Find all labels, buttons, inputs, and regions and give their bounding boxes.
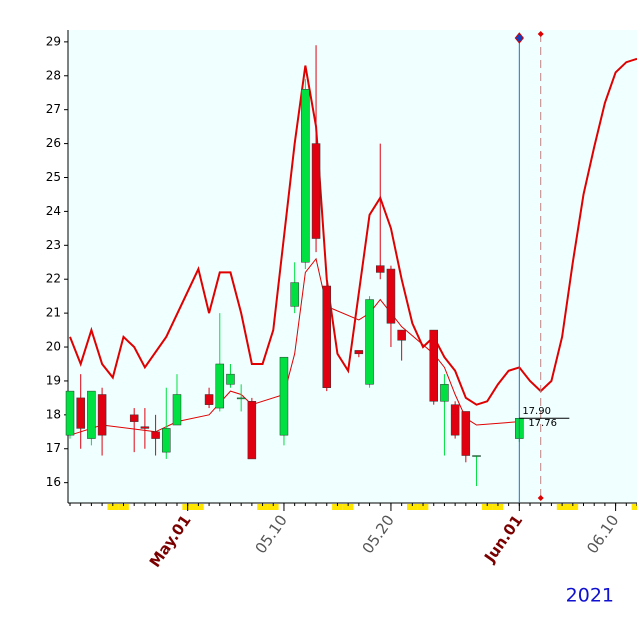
y-tick-label: 16 [46, 475, 61, 489]
candle-body [397, 329, 406, 341]
candle-body [386, 268, 396, 324]
y-tick-label: 26 [46, 136, 61, 150]
candle-body [204, 394, 214, 405]
y-tick-label: 20 [46, 340, 61, 354]
y-tick-label: 29 [46, 34, 61, 48]
y-tick-label: 21 [46, 306, 61, 320]
candle-body [375, 265, 385, 273]
candle-body [172, 394, 182, 426]
candle-body [65, 390, 75, 436]
weekend-marker [492, 504, 504, 510]
candle-body [129, 414, 139, 422]
y-tick-label: 28 [46, 68, 61, 82]
weekend-marker [267, 504, 279, 510]
weekend-marker [257, 504, 268, 510]
candle-body [140, 426, 150, 429]
candle-body [97, 394, 107, 436]
weekend-marker [193, 504, 204, 510]
price-label: 17.76 [528, 418, 557, 429]
price-label: 17.90 [522, 406, 551, 417]
y-tick-label: 24 [46, 204, 61, 218]
cursor-marker [514, 32, 524, 44]
cursor-marker [537, 495, 544, 501]
x-tick-label: May.01 [146, 512, 195, 571]
cursor-marker [537, 31, 544, 37]
candle-body [301, 89, 310, 263]
weekend-marker [332, 504, 343, 510]
candle-body [247, 401, 257, 460]
weekend-marker [342, 504, 354, 510]
candle-body [322, 285, 332, 388]
y-tick-label: 17 [46, 441, 61, 455]
year-label: 2021 [566, 585, 614, 607]
weekend-marker [107, 504, 119, 510]
candle-body [87, 390, 96, 439]
y-tick-label: 22 [46, 272, 61, 286]
plot-area [68, 30, 637, 503]
candle-body [151, 431, 160, 439]
weekend-marker [567, 504, 579, 510]
candle-body [365, 299, 374, 385]
x-tick-label: 06.10 [583, 512, 622, 558]
weekend-marker [406, 504, 418, 510]
candle-body [429, 329, 438, 402]
candle-body [440, 384, 449, 402]
x-tick-label: 05.10 [252, 512, 291, 558]
y-tick-label: 27 [46, 102, 61, 116]
y-tick-label: 23 [46, 238, 61, 252]
weekend-marker [118, 504, 129, 510]
candle-body [450, 404, 460, 436]
candle-body [354, 350, 364, 355]
candle-body [226, 373, 235, 385]
weekend-marker [556, 504, 568, 510]
candle-body [279, 356, 289, 436]
y-tick-label: 18 [46, 407, 61, 421]
candle-body [472, 455, 481, 457]
weekend-marker [481, 504, 493, 510]
candle-body [236, 397, 246, 400]
weekend-marker [631, 504, 637, 510]
candle-body [162, 428, 171, 453]
candle-body [461, 411, 471, 456]
candle-body [215, 363, 225, 409]
y-tick-label: 19 [46, 373, 61, 387]
candle-body [290, 282, 299, 307]
candle-body [311, 143, 321, 239]
y-tick-label: 25 [46, 170, 61, 184]
x-tick-label: 05.20 [359, 512, 398, 558]
x-tick-label: Jun.01 [480, 512, 526, 567]
weekend-marker [417, 504, 429, 510]
candle-body [76, 397, 85, 429]
indicator-line [69, 257, 520, 436]
